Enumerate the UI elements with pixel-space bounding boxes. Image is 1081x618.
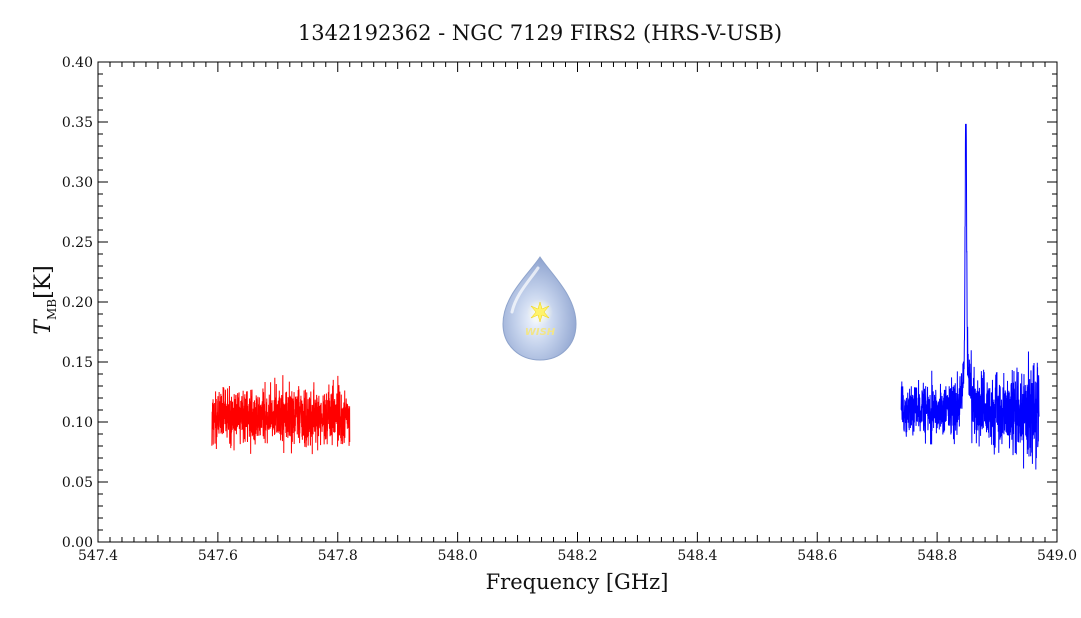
x-tick-label: 548.2 [557,548,597,564]
y-axis-label: TMB[K] [31,265,59,334]
x-tick-label: 548.0 [438,548,478,564]
y-tick-label: 0.25 [62,235,93,251]
y-tick-label: 0.00 [62,535,93,551]
x-tick-label: 547.6 [198,548,238,564]
x-axis-label: Frequency [GHz] [486,570,669,594]
y-tick-label: 0.05 [62,475,93,491]
y-tick-label: 0.40 [62,55,93,71]
wish-logo: WISH [502,256,577,361]
y-tick-label: 0.10 [62,415,93,431]
y-tick-label: 0.15 [62,355,93,371]
y-tick-label: 0.35 [62,115,93,131]
svg-text:TMB[K]: TMB[K] [31,265,59,334]
x-tick-label: 548.4 [677,548,717,564]
series-layer [211,123,1040,470]
spectrum-series-2 [900,123,1040,470]
y-axis-label-subscript: MB [45,299,59,320]
x-tick-label: 547.4 [78,548,118,564]
x-tick-label: 548.8 [917,548,957,564]
x-tick-label: 547.8 [318,548,358,564]
star-icon [530,301,550,323]
y-axis: 0.00 0.05 0.10 0.15 0.20 0.25 0.30 0.35 0.40 [62,55,1057,551]
plot-frame [97,61,1058,543]
spectrum-series-1 [211,375,351,455]
chart-title: 1342192362 - NGC 7129 FIRS2 (HRS-V-USB) [298,21,782,45]
y-tick-label: 0.30 [62,175,93,191]
y-axis-label-unit: [K] [31,265,56,299]
y-tick-label: 0.20 [62,295,93,311]
y-axis-label-symbol: T [31,318,56,335]
x-tick-label: 549.0 [1037,548,1077,564]
logo-text: WISH [525,327,556,338]
x-tick-label: 548.6 [797,548,837,564]
x-axis: 547.4 547.6 547.8 548.0 548.2 548.4 548.6 548.8… [78,62,1077,564]
